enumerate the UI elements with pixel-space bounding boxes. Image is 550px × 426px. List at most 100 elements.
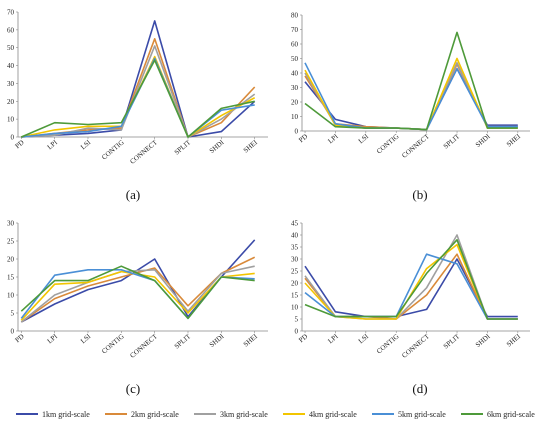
y-tick-label: 25: [7, 238, 15, 246]
x-tick-label: CONTIG: [100, 138, 125, 161]
x-tick-label: LSI: [357, 332, 371, 345]
y-tick-label: 5: [295, 316, 299, 324]
x-tick-label: LPI: [46, 332, 60, 345]
x-tick-label: LSI: [79, 332, 93, 345]
y-tick-label: 10: [7, 116, 15, 124]
x-tick-label: CONNECT: [128, 138, 159, 166]
y-tick-label: 70: [291, 26, 299, 34]
x-tick-label: PD: [297, 332, 309, 344]
x-tick-label: LPI: [327, 332, 341, 345]
legend-label: 5km grid-scale: [398, 410, 446, 419]
legend-item-3: 3km grid-scale: [194, 410, 268, 419]
chart-panel-4: 0 5 10 15 20 25 30 35 40 45 PD LPI LSI CONTIG CONNECT S…: [291, 220, 530, 396]
x-tick-label: PD: [297, 132, 309, 144]
y-tick-label: 25: [291, 268, 299, 276]
legend-label: 1km grid-scale: [42, 410, 90, 419]
y-tick-label: 30: [7, 80, 15, 88]
x-tick-label: CONNECT: [400, 332, 431, 360]
y-tick-label: 30: [7, 220, 15, 228]
legend-item-1: 1km grid-scale: [16, 410, 90, 419]
x-tick-label: SHEI: [242, 332, 260, 349]
panel-label: (d): [412, 381, 427, 396]
legend-label: 3km grid-scale: [220, 410, 268, 419]
legend-item-6: 6km grid-scale: [461, 410, 535, 419]
y-tick-label: 20: [291, 99, 299, 107]
series-line-6: [304, 239, 518, 320]
legend-label: 4km grid-scale: [309, 410, 357, 419]
x-tick-label: SPLIT: [442, 332, 462, 351]
legend: 1km grid-scale 2km grid-scale 3km grid-sca…: [16, 410, 535, 419]
y-tick-label: 45: [291, 220, 299, 228]
y-tick-label: 60: [291, 41, 299, 49]
legend-label: 6km grid-scale: [487, 410, 535, 419]
y-tick-label: 0: [295, 328, 299, 336]
x-tick-label: CONTIG: [100, 332, 125, 355]
x-tick-label: LPI: [327, 132, 341, 145]
series-line-6: [304, 31, 518, 131]
y-tick-label: 50: [291, 55, 299, 63]
x-tick-label: PD: [14, 138, 26, 150]
x-tick-label: PD: [14, 332, 26, 344]
y-tick-label: 10: [291, 113, 299, 121]
y-tick-label: 0: [11, 328, 15, 336]
y-tick-label: 5: [11, 310, 15, 318]
y-tick-label: 20: [291, 280, 299, 288]
panel-label: (a): [126, 187, 140, 202]
y-tick-label: 20: [7, 256, 15, 264]
x-tick-label: LPI: [46, 138, 60, 151]
y-tick-label: 15: [291, 292, 299, 300]
x-tick-label: SPLIT: [173, 138, 193, 157]
series-line-1: [304, 67, 518, 131]
y-tick-label: 30: [291, 84, 299, 92]
x-tick-label: SPLIT: [173, 332, 193, 351]
y-tick-label: 50: [7, 44, 15, 52]
series-line-2: [20, 256, 256, 323]
x-tick-label: CONTIG: [375, 132, 400, 155]
legend-item-4: 4km grid-scale: [283, 410, 357, 419]
chart-panel-3: 0 5 10 15 20 25 30 PD LPI LSI CONTIG CONNECT SPLIT SH…: [7, 220, 268, 396]
series-line-3: [20, 265, 255, 323]
series-line-3: [21, 45, 256, 138]
y-tick-label: 10: [7, 292, 15, 300]
y-tick-label: 60: [7, 26, 15, 34]
series-line-5: [304, 253, 518, 320]
x-tick-label: LSI: [357, 132, 371, 145]
x-tick-label: SHDI: [208, 138, 226, 155]
x-tick-label: SHEI: [242, 138, 260, 155]
y-tick-label: 40: [291, 70, 299, 78]
x-tick-label: LSI: [79, 138, 93, 151]
y-tick-label: 40: [7, 62, 15, 70]
x-tick-label: SHEI: [505, 132, 523, 149]
series-line-6: [20, 265, 255, 320]
legend-label: 2km grid-scale: [131, 410, 179, 419]
series-line-5: [21, 57, 255, 138]
x-tick-label: CONNECT: [128, 332, 159, 360]
x-tick-label: SHDI: [474, 132, 492, 149]
series-line-4: [304, 57, 518, 131]
y-tick-label: 80: [291, 12, 299, 20]
y-tick-label: 30: [291, 256, 299, 264]
panel-label: (b): [412, 187, 427, 202]
x-tick-label: SHEI: [505, 332, 523, 349]
series-line-6: [20, 59, 255, 138]
y-tick-label: 0: [295, 128, 299, 136]
panel-label: (c): [126, 381, 140, 396]
legend-item-5: 5km grid-scale: [372, 410, 446, 419]
y-tick-label: 15: [7, 274, 15, 282]
series-line-1: [21, 20, 256, 138]
x-tick-label: SHDI: [474, 332, 492, 349]
x-tick-label: CONTIG: [375, 332, 400, 355]
x-tick-label: SPLIT: [442, 132, 462, 151]
y-tick-label: 70: [7, 9, 15, 17]
chart-panel-2: 0 10 20 30 40 50 60 70 80 PD LPI LSI CONTIG CONNECT SP…: [291, 12, 530, 202]
chart-panel-1: 0 10 20 30 40 50 60 70 PD LPI LSI CONTIG CONNECT SPLI…: [7, 9, 268, 202]
series-line-4: [21, 55, 256, 138]
legend-item-2: 2km grid-scale: [105, 410, 179, 419]
x-tick-label: CONNECT: [400, 132, 431, 160]
y-tick-label: 20: [7, 98, 15, 106]
y-tick-label: 0: [11, 134, 15, 142]
x-tick-label: SHDI: [208, 332, 226, 349]
y-tick-label: 10: [291, 304, 299, 312]
